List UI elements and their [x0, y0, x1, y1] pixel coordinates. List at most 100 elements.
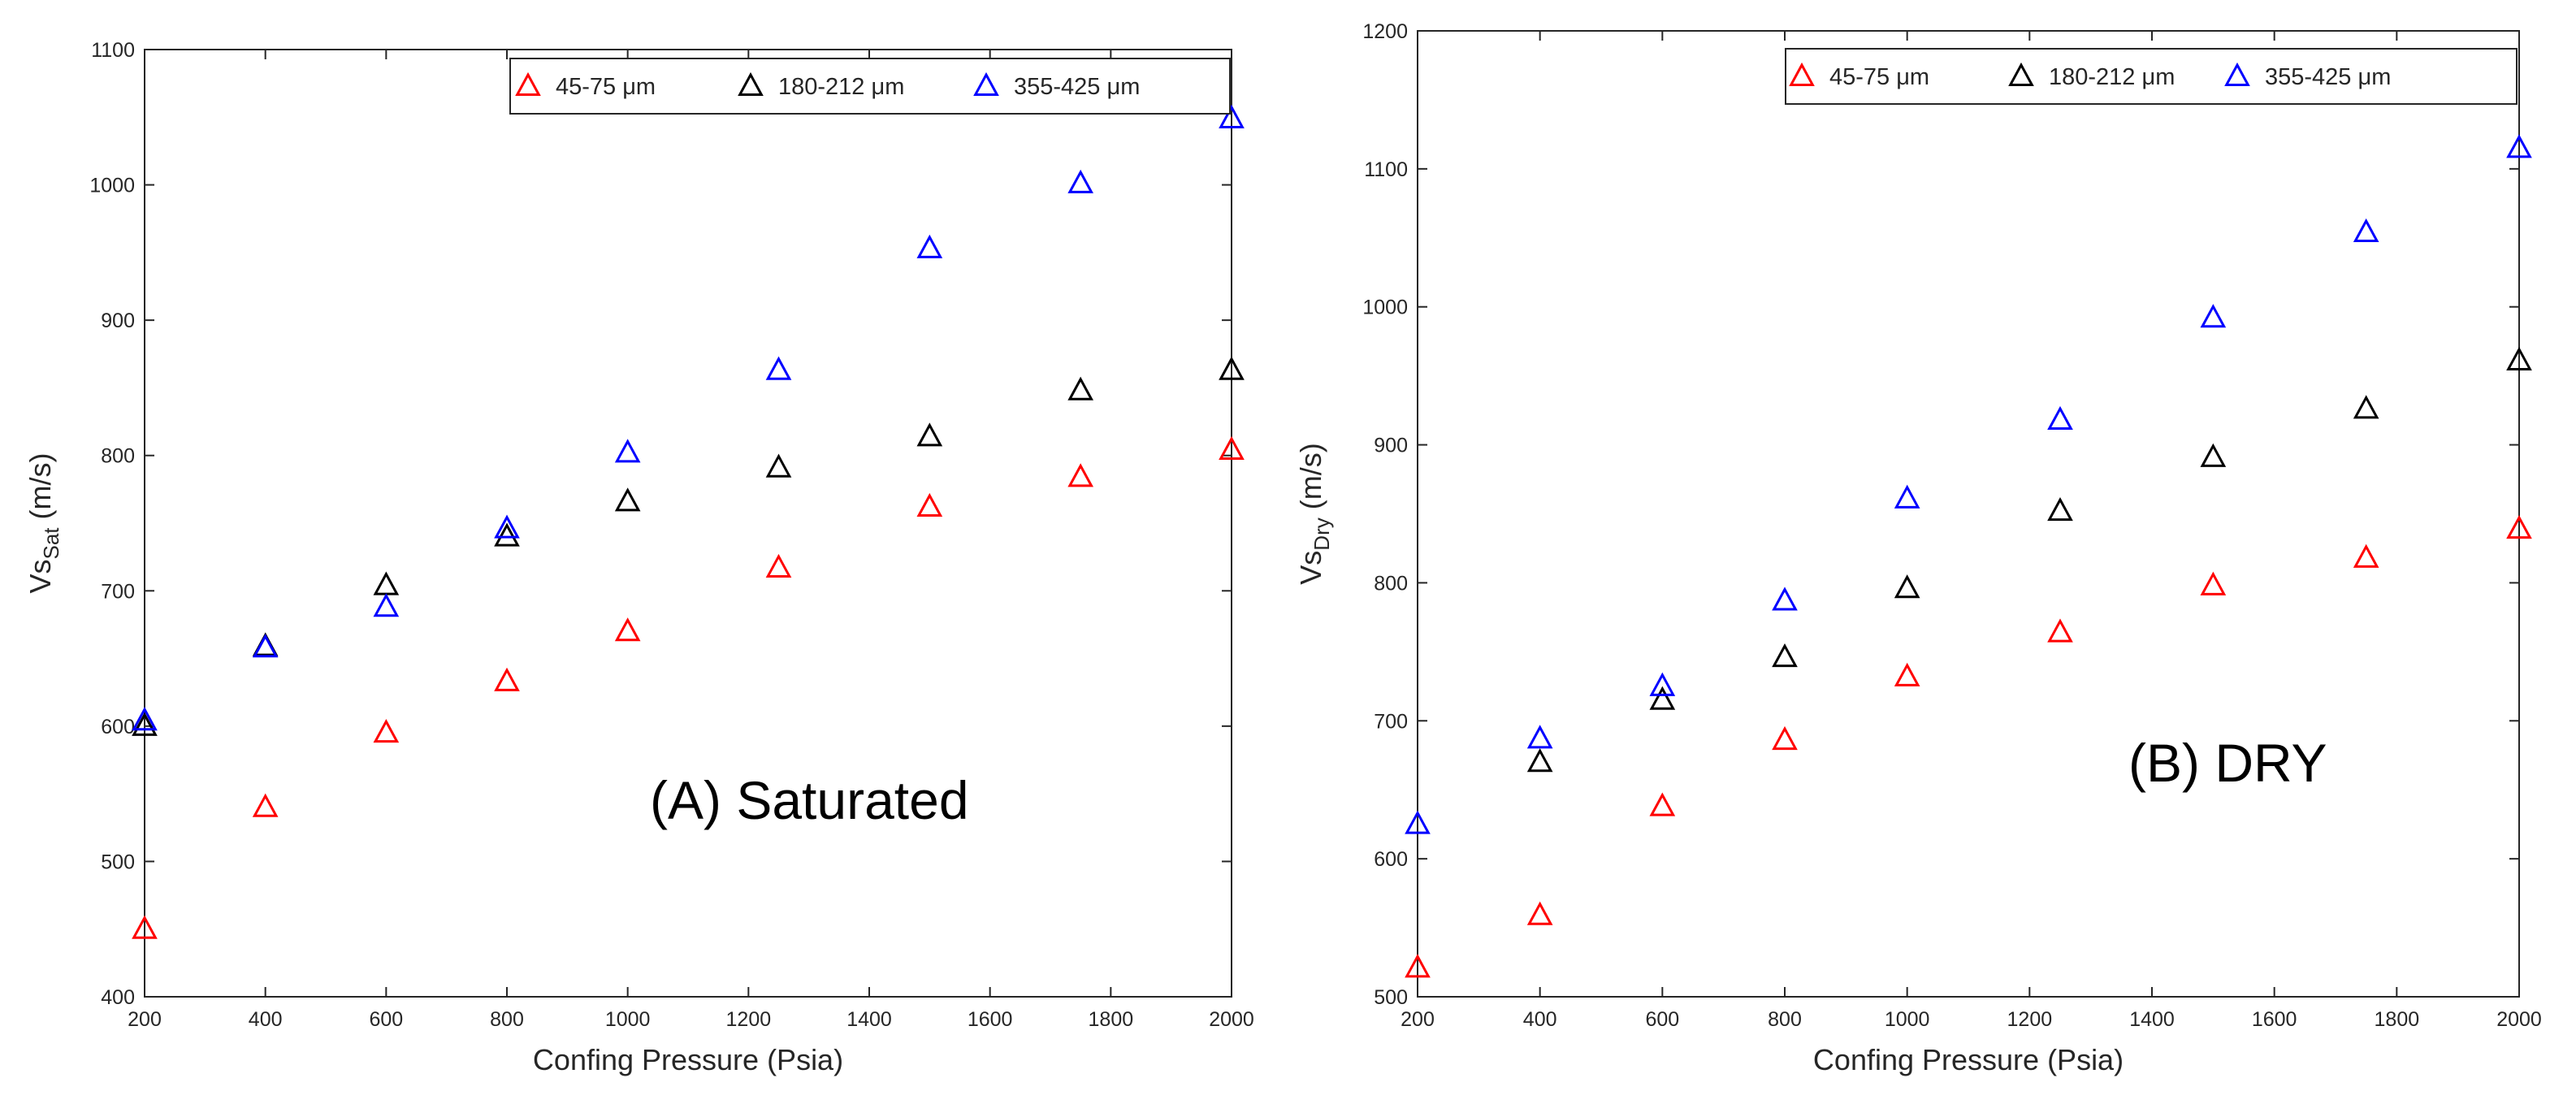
- data-point: [2047, 496, 2073, 522]
- y-axis-label-main: Vs: [1294, 551, 1327, 585]
- data-point: [1772, 587, 1798, 611]
- data-point: [2200, 304, 2227, 328]
- data-point: [252, 793, 279, 817]
- x-tick-label: 2000: [2496, 1008, 2542, 1031]
- data-point: [132, 707, 158, 731]
- x-tick-label: 400: [1523, 1008, 1557, 1031]
- y-tick-label: 900: [101, 310, 135, 332]
- x-tick-label: 1400: [2129, 1008, 2175, 1031]
- x-tick-label: 1400: [846, 1008, 892, 1031]
- data-point: [1894, 484, 1920, 509]
- data-point: [2506, 515, 2532, 539]
- y-axis-label: VsSat (m/s): [24, 452, 63, 593]
- plot-frame: [1417, 30, 2520, 998]
- panel-annotation: (A) Saturated: [650, 770, 969, 830]
- data-point: [765, 356, 792, 380]
- data-point: [2353, 543, 2379, 568]
- legend-label: 355-425 μm: [2265, 64, 2391, 90]
- legend-marker: [738, 71, 764, 96]
- legend-marker: [2008, 62, 2034, 86]
- y-tick-label: 500: [101, 851, 135, 873]
- x-tick-label: 1600: [968, 1008, 1013, 1031]
- legend-label: 45-75 μm: [1829, 64, 1929, 90]
- series-2: [132, 104, 1245, 731]
- legend-box: [1785, 48, 2518, 105]
- data-point: [132, 915, 158, 939]
- data-point: [1894, 662, 1920, 686]
- y-axis-label-unit: (m/s): [24, 452, 57, 527]
- data-point: [1219, 435, 1245, 461]
- y-axis-label-subscript: Sat: [39, 527, 63, 560]
- x-tick-label: 1800: [2375, 1008, 2420, 1031]
- chart-panel-b: 200 400 600 800 1000 1200 1400 1600 1800 2000 500 6…: [1294, 20, 2542, 1076]
- x-axis-label: Confing Pressure (Psia): [1813, 1043, 2124, 1076]
- legend-marker: [2224, 62, 2250, 86]
- data-point: [373, 593, 400, 617]
- y-tick-label: 700: [101, 580, 135, 603]
- data-point: [1067, 169, 1093, 193]
- chart-panel-a: 200 400 600 800 1000 1200 1400 1600 1800 20004005…: [24, 39, 1254, 1076]
- data-point: [2047, 618, 2073, 643]
- data-point: [916, 234, 943, 258]
- legend-marker: [1789, 62, 1815, 86]
- plot-frame: [144, 49, 1232, 998]
- data-point: [494, 522, 520, 547]
- data-point: [916, 422, 943, 447]
- data-point: [765, 453, 792, 478]
- series-1: [1526, 346, 2532, 773]
- data-point: [1405, 954, 1431, 978]
- data-point: [1405, 810, 1431, 834]
- legend-label: 355-425 μm: [1014, 74, 1140, 100]
- x-tick-label: 1600: [2252, 1008, 2297, 1031]
- data-point: [2353, 395, 2379, 419]
- data-point: [494, 514, 520, 539]
- data-point: [1894, 574, 1920, 599]
- series-1: [132, 356, 1245, 736]
- data-point: [1649, 792, 1676, 816]
- y-tick-label: 600: [1374, 848, 1408, 871]
- data-point: [1067, 463, 1093, 487]
- x-tick-label: 2000: [1209, 1008, 1254, 1031]
- data-point: [1526, 725, 1553, 749]
- data-point: [132, 712, 158, 736]
- x-tick-label: 1000: [605, 1008, 651, 1031]
- data-point: [1219, 104, 1245, 128]
- x-tick-label: 1200: [2007, 1008, 2053, 1031]
- data-point: [2200, 571, 2227, 595]
- data-point: [614, 487, 641, 512]
- data-point: [614, 439, 641, 463]
- y-tick-label: 500: [1374, 986, 1408, 1009]
- y-tick-label: 900: [1374, 435, 1408, 457]
- series-2: [1405, 134, 2532, 834]
- x-tick-label: 600: [369, 1008, 403, 1031]
- y-tick-label: 1100: [1364, 158, 1408, 181]
- x-tick-label: 800: [490, 1008, 524, 1031]
- data-point: [2200, 443, 2227, 467]
- y-axis-label-subscript: Dry: [1310, 517, 1334, 550]
- y-tick-label: 600: [101, 716, 135, 738]
- data-point: [1526, 901, 1553, 925]
- series-0: [1405, 515, 2532, 978]
- y-tick-label: 1200: [1362, 20, 1408, 43]
- data-point: [1649, 686, 1676, 710]
- data-point: [1067, 376, 1093, 400]
- panel-annotation: (B) DRY: [2128, 733, 2327, 793]
- x-tick-label: 800: [1768, 1008, 1802, 1031]
- data-point: [2506, 134, 2532, 158]
- data-point: [1219, 356, 1245, 380]
- series-0: [132, 435, 1245, 939]
- y-axis-label-main: Vs: [24, 559, 57, 593]
- legend: 45-75 μm 180-212 μm 355-425 μm: [1785, 48, 2518, 105]
- data-point: [252, 634, 279, 658]
- y-tick-label: 700: [1374, 710, 1408, 733]
- legend-label: 45-75 μm: [556, 74, 656, 100]
- data-point: [916, 492, 943, 517]
- x-tick-label: 1000: [1885, 1008, 1930, 1031]
- y-tick-label: 400: [101, 986, 135, 1009]
- legend-label: 180-212 μm: [2049, 64, 2175, 90]
- x-tick-label: 200: [128, 1008, 162, 1031]
- x-tick-label: 600: [1645, 1008, 1679, 1031]
- data-point: [1772, 725, 1798, 751]
- data-point: [373, 719, 400, 743]
